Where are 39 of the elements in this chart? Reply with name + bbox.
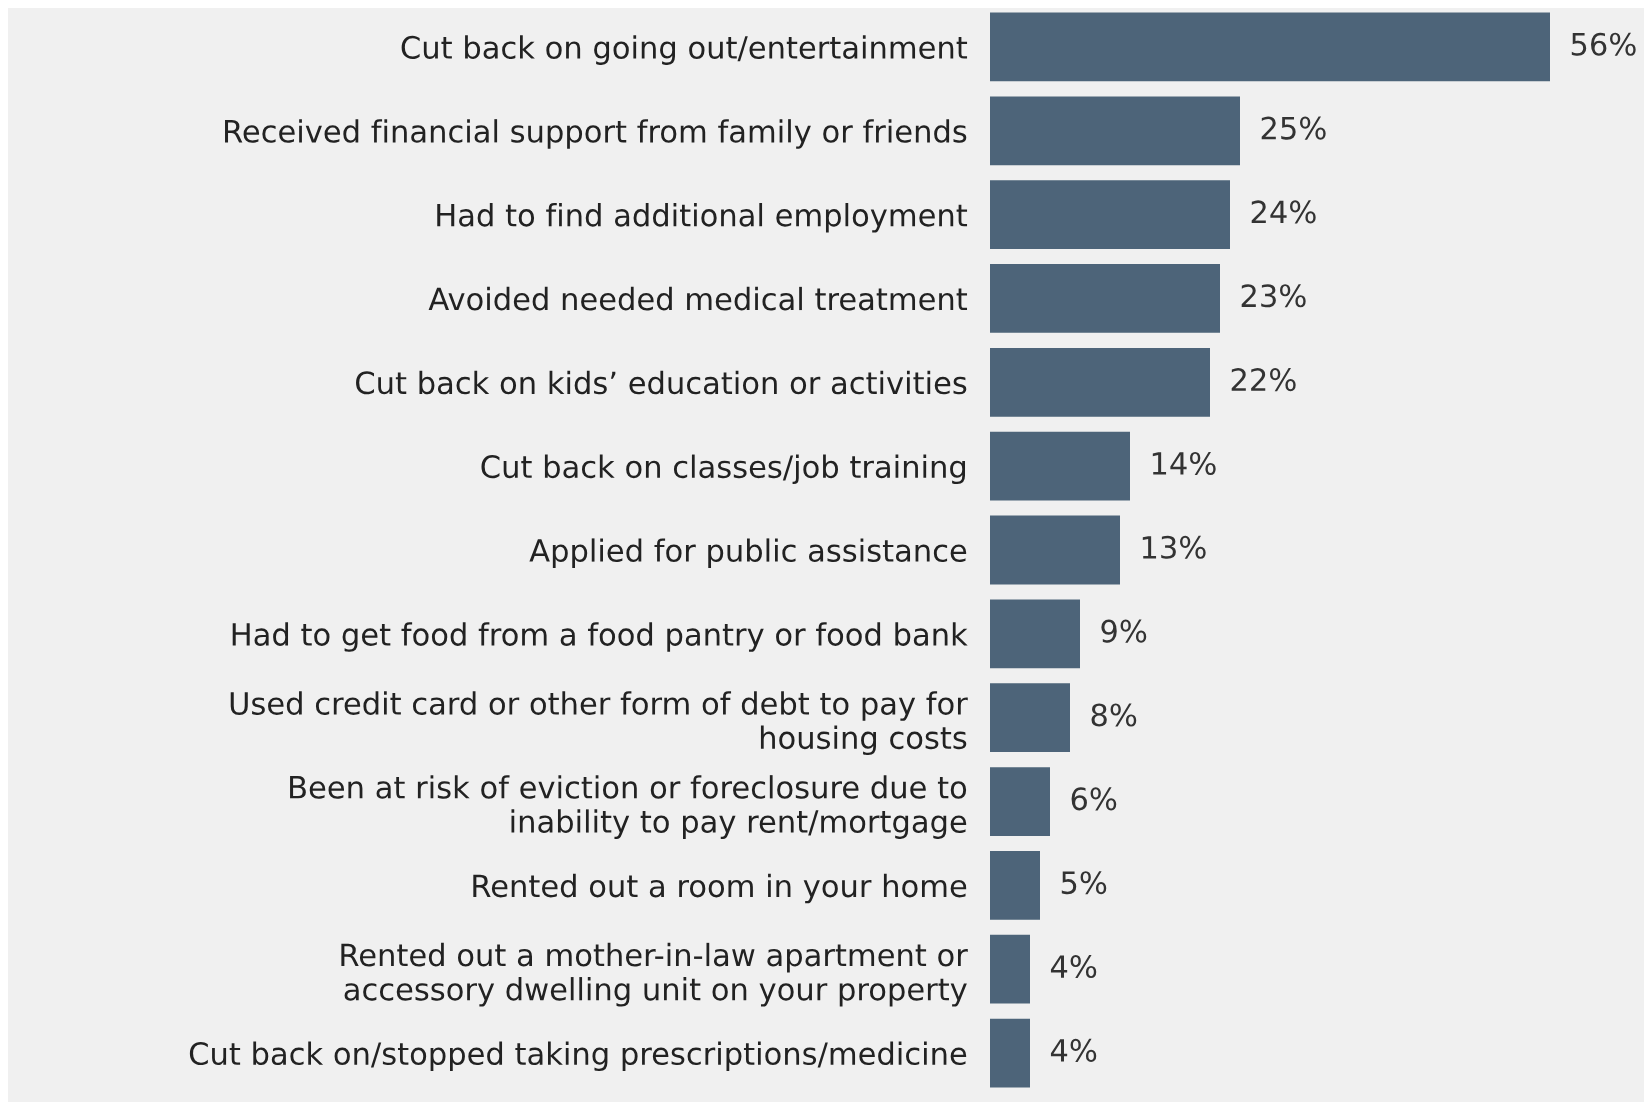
y-tick-label: Cut back on classes/job training (481, 454, 966, 485)
bar (990, 515, 1120, 585)
bar (990, 431, 1130, 501)
data-label: 13% (1142, 535, 1206, 559)
bar (990, 347, 1210, 417)
y-tick-label: Rented out a room in your home (473, 873, 967, 904)
y-tick-label: Been at risk of eviction or foreclosure due to inability to pay rent/mortgage (290, 775, 967, 839)
y-tick-label: Cut back on going out/entertainment (401, 35, 968, 65)
data-label: 5% (1061, 871, 1107, 895)
y-tick-label: Cut back on kids’ education or activities (356, 370, 967, 395)
bar (990, 1018, 1030, 1088)
data-label: 56% (1571, 32, 1636, 56)
y-tick-label: Used credit card or other form of debt to pay for housing costs (230, 691, 968, 756)
data-label: 4% (1050, 954, 1097, 979)
y-tick-label: Received financial support from family or friends (225, 119, 967, 149)
bar (990, 767, 1050, 836)
data-label: 23% (1241, 284, 1306, 308)
bar (990, 264, 1220, 333)
bar (990, 599, 1080, 669)
bar (990, 851, 1040, 920)
y-tick-label: Rented out a mother-in-law apartment or accessory dwelling unit on your property (341, 942, 968, 1007)
data-label: 6% (1071, 787, 1117, 811)
data-label: 4% (1050, 1038, 1097, 1062)
bar (990, 96, 1240, 166)
y-tick-label: Cut back on/stopped taking prescriptions/medicine (189, 1041, 967, 1072)
data-label: 8% (1091, 703, 1137, 727)
y-tick-label: Applied for public assistance (529, 538, 967, 568)
bar (990, 683, 1070, 753)
data-label: 22% (1231, 368, 1296, 392)
data-label: 14% (1152, 451, 1216, 476)
bar (990, 180, 1230, 249)
data-label: 9% (1101, 619, 1147, 643)
y-tick-label: Avoided needed medical treatment (428, 286, 968, 311)
y-tick-label: Had to get food from a food pantry or food bank (232, 622, 968, 652)
bar (990, 12, 1550, 82)
data-label: 24% (1251, 200, 1316, 224)
y-tick-label: Had to find additional employment (437, 203, 968, 233)
bar (990, 934, 1030, 1004)
data-label: 25% (1261, 116, 1326, 140)
